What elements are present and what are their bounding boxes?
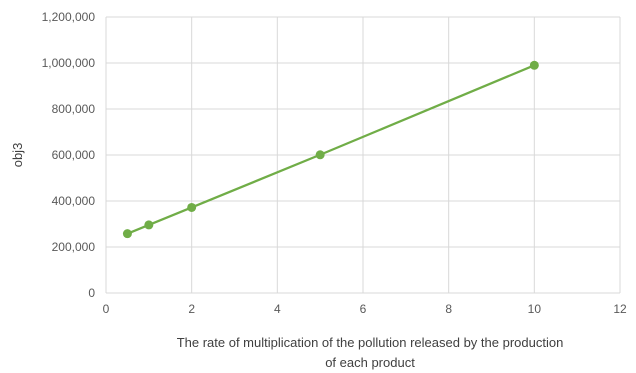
x-tick-label: 12 bbox=[613, 302, 627, 316]
y-tick-label: 1,000,000 bbox=[42, 56, 96, 70]
y-axis-label: obj3 bbox=[10, 143, 25, 168]
y-axis-ticks: 0 200,000 400,000 600,000 800,000 1,000,000 1,… bbox=[42, 10, 96, 300]
series-layer bbox=[122, 60, 539, 239]
y-tick-label: 200,000 bbox=[52, 240, 96, 254]
y-tick-label: 800,000 bbox=[52, 102, 96, 116]
x-axis-label-line-1: The rate of multiplication of the pollut… bbox=[177, 335, 564, 350]
x-tick-label: 10 bbox=[528, 302, 542, 316]
y-tick-label: 400,000 bbox=[52, 194, 96, 208]
data-point bbox=[122, 229, 132, 239]
y-tick-label: 0 bbox=[88, 286, 95, 300]
x-axis-ticks: 0 2 4 6 8 10 12 bbox=[103, 302, 627, 316]
x-tick-label: 4 bbox=[274, 302, 281, 316]
x-tick-label: 0 bbox=[103, 302, 110, 316]
x-axis-label-line-2: of each product bbox=[325, 355, 415, 370]
y-tick-label: 1,200,000 bbox=[42, 10, 96, 24]
gridlines bbox=[105, 16, 621, 294]
y-tick-label: 600,000 bbox=[52, 148, 96, 162]
x-tick-label: 2 bbox=[188, 302, 195, 316]
data-point bbox=[144, 220, 154, 230]
x-tick-label: 6 bbox=[360, 302, 367, 316]
data-point bbox=[315, 150, 325, 160]
data-point bbox=[529, 60, 539, 70]
x-tick-label: 8 bbox=[445, 302, 452, 316]
data-point bbox=[187, 202, 197, 212]
